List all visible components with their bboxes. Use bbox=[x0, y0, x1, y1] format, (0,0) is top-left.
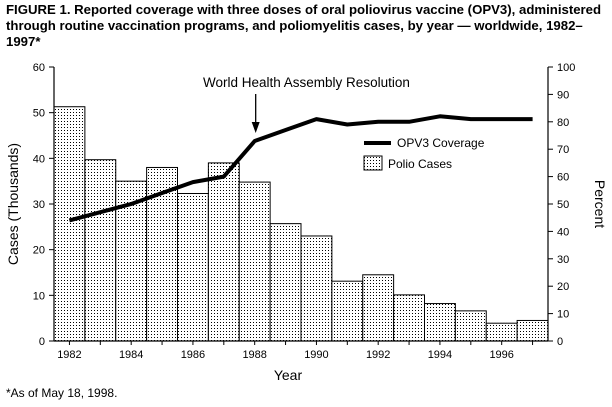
x-tick-label: 1994 bbox=[428, 349, 452, 361]
left-tick-label: 20 bbox=[33, 245, 45, 257]
annotation-text: World Health Assembly Resolution bbox=[203, 75, 410, 90]
x-tick-label: 1990 bbox=[304, 349, 328, 361]
bar-polio-1992 bbox=[362, 274, 395, 342]
line-opv3-coverage bbox=[68, 114, 533, 223]
bar-polio-1995 bbox=[454, 310, 487, 342]
right-tick-label: 30 bbox=[557, 254, 569, 266]
right-tick-label: 80 bbox=[557, 117, 569, 129]
right-tick-label: 40 bbox=[557, 226, 569, 238]
x-tick-label: 1984 bbox=[119, 349, 143, 361]
bar-polio-1987 bbox=[207, 162, 240, 342]
left-tick-label: 0 bbox=[39, 336, 45, 348]
x-tick-label: 1992 bbox=[366, 349, 390, 361]
bar-polio-1982 bbox=[53, 106, 86, 342]
left-tick-label: 30 bbox=[33, 199, 45, 211]
x-tick-label: 1982 bbox=[57, 349, 81, 361]
right-tick-label: 70 bbox=[557, 144, 569, 156]
footnote: *As of May 18, 1998. bbox=[6, 386, 118, 400]
right-tick-label: 90 bbox=[557, 89, 569, 101]
bar-polio-1991 bbox=[331, 280, 364, 342]
x-axis-title: Year bbox=[274, 367, 303, 383]
bar-polio-1988 bbox=[238, 181, 271, 342]
bar-polio-1989 bbox=[269, 223, 302, 342]
bar-polio-1996 bbox=[485, 322, 518, 342]
left-tick-label: 50 bbox=[33, 108, 45, 120]
figure-title: FIGURE 1. Reported coverage with three d… bbox=[6, 2, 602, 49]
right-tick-label: 0 bbox=[557, 336, 563, 348]
right-tick-label: 20 bbox=[557, 281, 569, 293]
bar-polio-1994 bbox=[424, 303, 456, 342]
x-tick-label: 1988 bbox=[242, 349, 266, 361]
left-tick-label: 60 bbox=[33, 62, 45, 74]
left-tick-label: 40 bbox=[33, 153, 45, 165]
right-tick-label: 60 bbox=[557, 172, 569, 184]
legend-bar-swatch bbox=[363, 155, 383, 171]
legend-label-opv3: OPV3 Coverage bbox=[397, 136, 485, 150]
bar-polio-1993 bbox=[393, 294, 425, 342]
bar-polio-1983 bbox=[84, 159, 117, 342]
x-tick-label: 1986 bbox=[181, 349, 205, 361]
annotation-arrow-head bbox=[251, 122, 260, 133]
y-axis-title-right: Percent bbox=[592, 180, 608, 228]
right-tick-label: 100 bbox=[557, 62, 575, 74]
y-axis-title-left: Cases (Thousands) bbox=[5, 143, 21, 265]
legend-label-polio: Polio Cases bbox=[388, 157, 452, 171]
left-tick-label: 10 bbox=[33, 290, 45, 302]
right-tick-label: 50 bbox=[557, 199, 569, 211]
bar-polio-1986 bbox=[177, 192, 209, 342]
bar-polio-1990 bbox=[300, 235, 333, 342]
right-tick-label: 10 bbox=[557, 309, 569, 321]
bar-polio-1997 bbox=[516, 319, 549, 342]
x-tick-label: 1996 bbox=[489, 349, 513, 361]
